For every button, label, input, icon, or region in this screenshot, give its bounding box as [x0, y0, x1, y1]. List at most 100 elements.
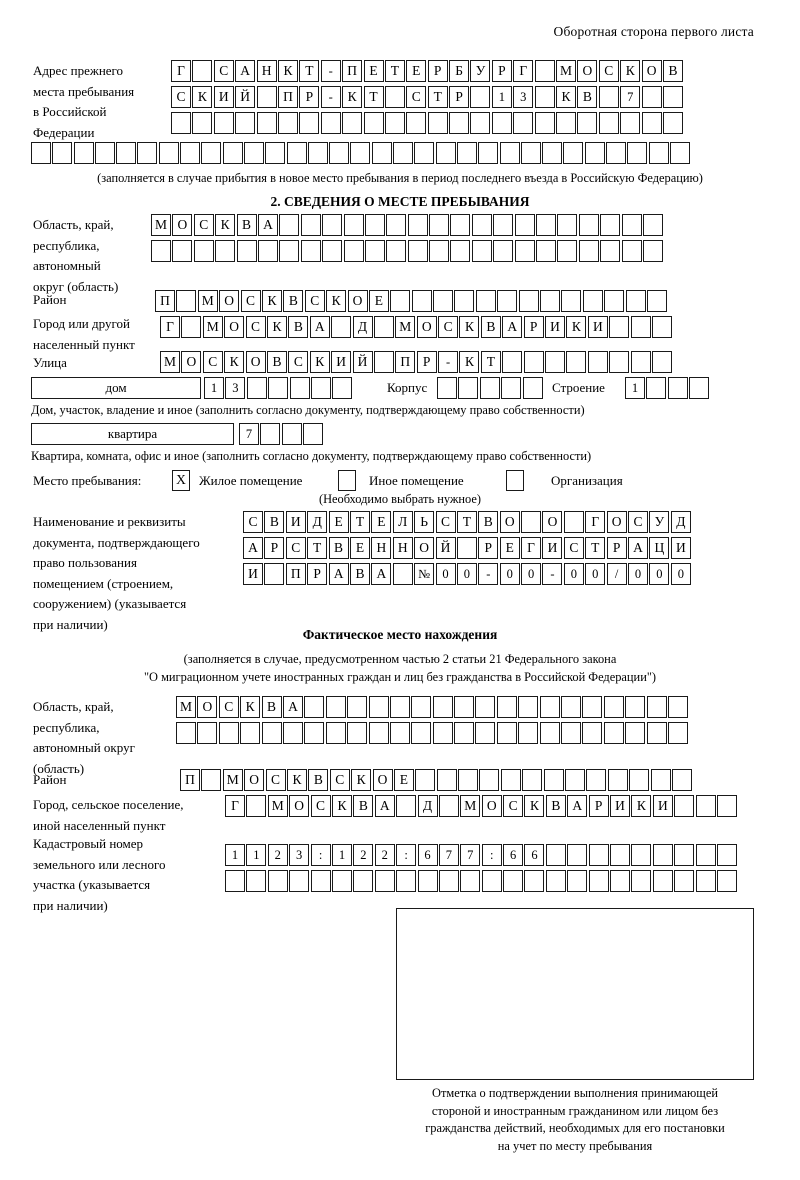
previous-address-r4-cell-18[interactable] — [393, 142, 414, 164]
previous-address-r3-cell-2[interactable] — [192, 112, 213, 134]
previous-address-r1-cell-14[interactable]: Б — [449, 60, 470, 82]
section2-region-r2-cell-19[interactable] — [536, 240, 557, 262]
section2-city-cell-15[interactable]: К — [459, 316, 480, 338]
section2-city-cell-10[interactable]: Д — [352, 316, 373, 338]
cadastral-r1-cell-14[interactable]: 6 — [503, 844, 524, 866]
actual-region-r1-cell-23[interactable] — [646, 696, 667, 718]
section2-region-r2-cell-14[interactable] — [429, 240, 450, 262]
section2-street-cell-22[interactable] — [609, 351, 630, 373]
section2-region-r2-cell-24[interactable] — [642, 240, 663, 262]
flat-number-cells[interactable]: 7 — [239, 423, 324, 445]
actual-region-r1-cell-8[interactable] — [325, 696, 346, 718]
actual-city-cell-14[interactable]: С — [503, 795, 524, 817]
ownership-doc-r3-cell-18[interactable]: / — [606, 563, 627, 585]
actual-region-r1-cell-24[interactable] — [667, 696, 688, 718]
ownership-doc-r2-cell-11[interactable] — [456, 537, 477, 559]
actual-region-r2-cell-20[interactable] — [582, 722, 603, 744]
previous-address-r4-cell-24[interactable] — [520, 142, 541, 164]
previous-address-r2-cell-24[interactable] — [662, 86, 683, 108]
ownership-doc-r3-cell-13[interactable]: 0 — [499, 563, 520, 585]
previous-address-r1-cell-20[interactable]: О — [577, 60, 598, 82]
ownership-doc-r1-cell-13[interactable]: О — [499, 511, 520, 533]
previous-address-r3-cell-22[interactable] — [620, 112, 641, 134]
ownership-doc-r1-cell-18[interactable]: О — [606, 511, 627, 533]
previous-address-r3-cell-21[interactable] — [598, 112, 619, 134]
ownership-doc-r2-cell-3[interactable]: С — [285, 537, 306, 559]
ownership-doc-r3-cell-4[interactable]: Р — [307, 563, 328, 585]
stay-type-checkbox-inoe[interactable] — [338, 470, 356, 491]
ownership-doc-r1-cell-6[interactable]: Т — [349, 511, 370, 533]
ownership-doc-r3-cell-16[interactable]: 0 — [563, 563, 584, 585]
house-cell-1[interactable]: 1 — [204, 377, 224, 399]
previous-address-r2-cell-13[interactable]: Т — [427, 86, 448, 108]
ownership-doc-r2-cell-19[interactable]: А — [628, 537, 649, 559]
section2-region-r2-cell-7[interactable] — [279, 240, 300, 262]
section2-region-r1-cell-17[interactable] — [493, 214, 514, 236]
section2-street-cell-18[interactable] — [523, 351, 544, 373]
actual-district-cell-3[interactable]: М — [222, 769, 243, 791]
section2-district-cell-10[interactable]: О — [347, 290, 368, 312]
ownership-doc-r1-cell-10[interactable]: С — [435, 511, 456, 533]
korpus-cell-5[interactable] — [522, 377, 543, 399]
section2-region-r1-cell-2[interactable]: О — [172, 214, 193, 236]
section2-region-r1-cell-4[interactable]: К — [215, 214, 236, 236]
section2-city-cell-11[interactable] — [373, 316, 394, 338]
actual-district-cell-19[interactable] — [565, 769, 586, 791]
cadastral-r1-cell-13[interactable]: : — [481, 844, 502, 866]
section2-district-cell-9[interactable]: К — [326, 290, 347, 312]
previous-address-r3-cell-23[interactable] — [641, 112, 662, 134]
previous-address-r4-cell-13[interactable] — [286, 142, 307, 164]
previous-address-r4-cell-2[interactable] — [52, 142, 73, 164]
section2-street-cell-19[interactable] — [545, 351, 566, 373]
previous-address-r2-cell-10[interactable]: Т — [363, 86, 384, 108]
actual-region-r2-cell-9[interactable] — [347, 722, 368, 744]
actual-region-r1-cell-11[interactable] — [389, 696, 410, 718]
cadastral-r1-cell-6[interactable]: 1 — [331, 844, 352, 866]
ownership-doc-r3-cell-15[interactable]: - — [542, 563, 563, 585]
actual-region-r2-cell-23[interactable] — [646, 722, 667, 744]
section2-city-cell-24[interactable] — [651, 316, 672, 338]
section2-district-cell-20[interactable] — [561, 290, 582, 312]
previous-address-r1-cell-17[interactable]: Г — [513, 60, 534, 82]
previous-address-r1-cell-11[interactable]: Т — [384, 60, 405, 82]
ownership-doc-r1-cell-15[interactable]: О — [542, 511, 563, 533]
section2-city-cell-22[interactable] — [609, 316, 630, 338]
previous-address-r1-cell-18[interactable] — [534, 60, 555, 82]
section2-street-cell-15[interactable]: К — [459, 351, 480, 373]
cadastral-r2-cell-4[interactable] — [289, 870, 310, 892]
section2-city-cell-9[interactable] — [331, 316, 352, 338]
cadastral-r1-cell-7[interactable]: 2 — [353, 844, 374, 866]
section2-city-cell-13[interactable]: О — [416, 316, 437, 338]
ownership-doc-r1-cell-16[interactable] — [563, 511, 584, 533]
actual-city-cell-22[interactable] — [674, 795, 695, 817]
actual-city-cell-13[interactable]: О — [481, 795, 502, 817]
actual-city-cell-8[interactable]: А — [374, 795, 395, 817]
korpus-cell-2[interactable] — [458, 377, 479, 399]
actual-city-cell-7[interactable]: В — [353, 795, 374, 817]
cadastral-r1-cell-5[interactable]: : — [310, 844, 331, 866]
section2-street-cell-7[interactable]: С — [288, 351, 309, 373]
section2-region-r2-cell-18[interactable] — [514, 240, 535, 262]
previous-address-r4-cell-25[interactable] — [542, 142, 563, 164]
section2-district-cell-7[interactable]: В — [283, 290, 304, 312]
section2-district-cell-1[interactable]: П — [155, 290, 175, 312]
confirmation-stamp-box[interactable] — [396, 908, 754, 1080]
actual-region-r1-cell-19[interactable] — [561, 696, 582, 718]
flat-cell-2[interactable] — [260, 423, 281, 445]
cadastral-r2-cell-22[interactable] — [674, 870, 695, 892]
cadastral-r1-cell-23[interactable] — [695, 844, 716, 866]
previous-address-r4-cell-4[interactable] — [94, 142, 115, 164]
actual-region-r2-cell-13[interactable] — [432, 722, 453, 744]
cadastral-r2-cell-10[interactable] — [417, 870, 438, 892]
section2-city-cell-16[interactable]: В — [480, 316, 501, 338]
actual-city-cell-16[interactable]: В — [545, 795, 566, 817]
actual-district-cell-1[interactable]: П — [180, 769, 200, 791]
section2-city-cell-6[interactable]: К — [266, 316, 287, 338]
section2-region-r1-cell-13[interactable] — [407, 214, 428, 236]
section2-street-cell-10[interactable]: Й — [352, 351, 373, 373]
previous-address-r2-cell-15[interactable] — [470, 86, 491, 108]
section2-region-r1-cell-10[interactable] — [343, 214, 364, 236]
ownership-doc-r3-cell-1[interactable]: И — [243, 563, 263, 585]
